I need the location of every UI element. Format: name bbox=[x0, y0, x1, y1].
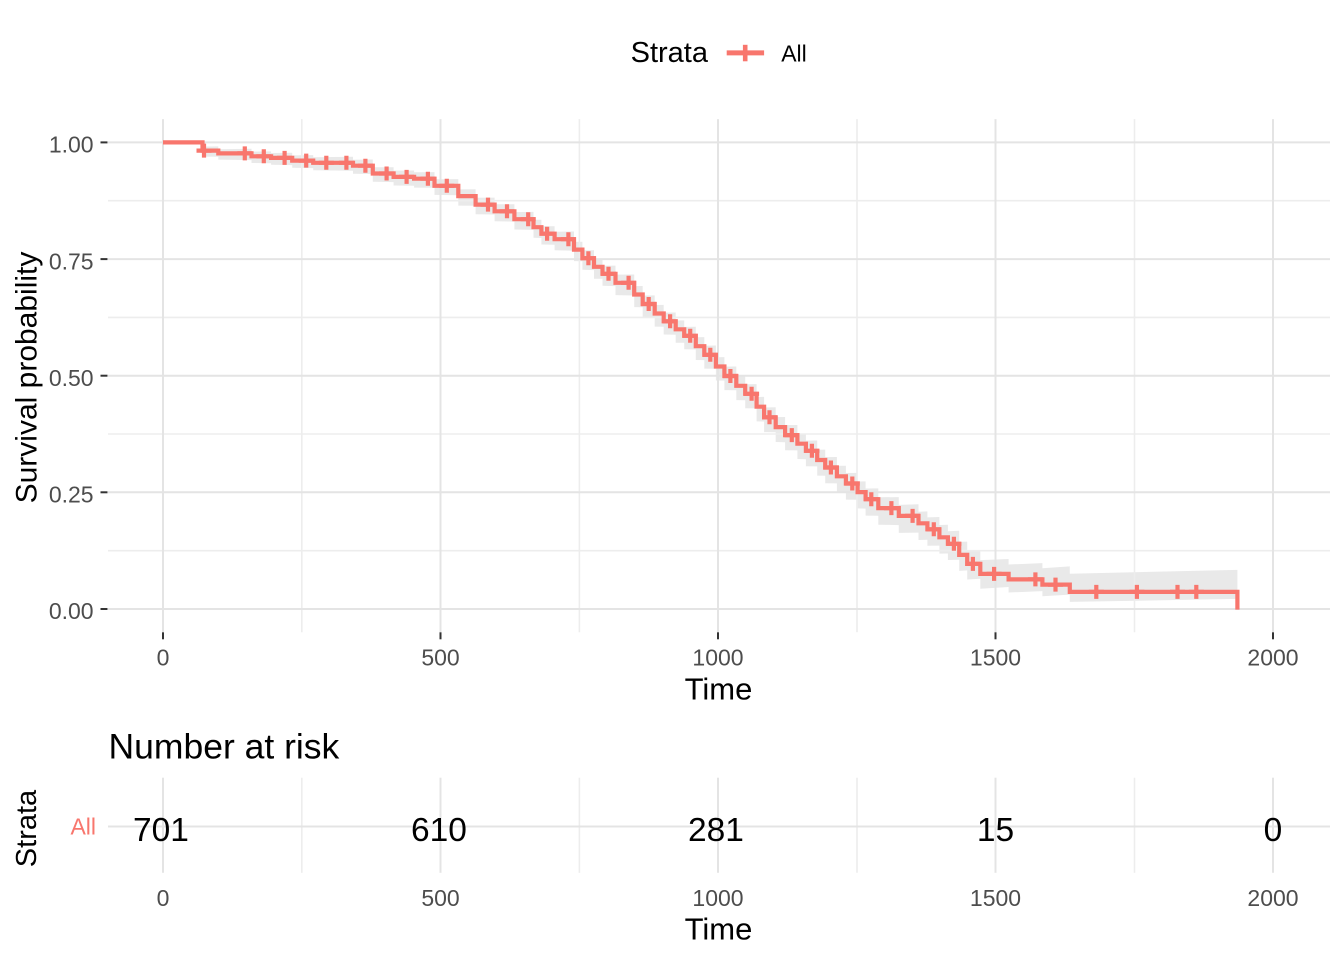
svg-text:500: 500 bbox=[421, 645, 459, 671]
svg-text:1500: 1500 bbox=[970, 885, 1021, 911]
svg-text:281: 281 bbox=[688, 812, 744, 849]
svg-text:0: 0 bbox=[157, 885, 170, 911]
svg-text:Strata: Strata bbox=[631, 37, 709, 69]
svg-text:Number at risk: Number at risk bbox=[109, 727, 340, 767]
svg-text:0: 0 bbox=[1264, 812, 1283, 849]
svg-text:2000: 2000 bbox=[1247, 885, 1298, 911]
svg-text:1500: 1500 bbox=[970, 645, 1021, 671]
svg-text:Survival probability: Survival probability bbox=[11, 252, 44, 504]
svg-text:1000: 1000 bbox=[692, 885, 743, 911]
svg-text:Strata: Strata bbox=[11, 789, 43, 867]
svg-text:701: 701 bbox=[133, 812, 189, 849]
svg-text:All: All bbox=[70, 814, 96, 840]
svg-text:1000: 1000 bbox=[692, 645, 743, 671]
svg-text:0: 0 bbox=[157, 645, 170, 671]
svg-text:0.75: 0.75 bbox=[49, 248, 94, 274]
svg-text:0.00: 0.00 bbox=[49, 598, 94, 624]
svg-text:15: 15 bbox=[977, 812, 1014, 849]
svg-text:Time: Time bbox=[685, 911, 753, 946]
svg-text:610: 610 bbox=[411, 812, 467, 849]
svg-text:1.00: 1.00 bbox=[49, 132, 94, 158]
svg-text:Time: Time bbox=[685, 671, 753, 706]
svg-text:0.50: 0.50 bbox=[49, 365, 94, 391]
svg-text:500: 500 bbox=[421, 885, 459, 911]
svg-text:All: All bbox=[781, 41, 807, 67]
svg-text:2000: 2000 bbox=[1247, 645, 1298, 671]
svg-text:0.25: 0.25 bbox=[49, 482, 94, 508]
